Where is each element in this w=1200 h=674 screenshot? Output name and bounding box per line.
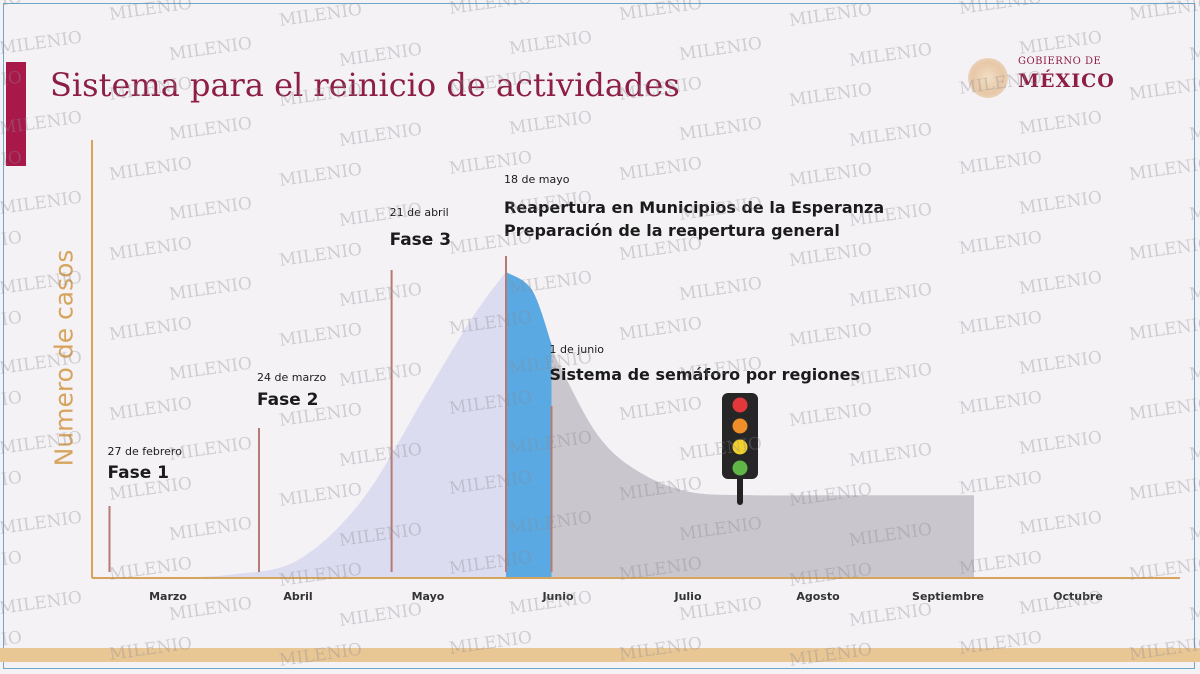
x-tick-label-octubre: Octubre (1053, 590, 1103, 603)
traffic-light-lamp-2 (732, 418, 748, 434)
slide-frame (3, 3, 1195, 669)
milestone-date-2: 24 de marzo (257, 371, 326, 384)
milestone-label-1: Fase 1 (108, 463, 169, 483)
curve-region-3 (551, 344, 974, 578)
curve-region-1 (168, 272, 506, 578)
milestone-date-4: 18 de mayo (504, 173, 570, 186)
x-tick-label-agosto: Agosto (796, 590, 840, 603)
logo-line-2: MÉXICO (1018, 70, 1115, 92)
coat-of-arms-icon (968, 58, 1008, 98)
gobierno-mexico-logo: GOBIERNO DE MÉXICO (968, 52, 1143, 98)
footer-bar (0, 648, 1200, 662)
traffic-light-lamp-4 (732, 460, 748, 476)
milestone-date-1: 27 de febrero (108, 445, 183, 458)
x-tick-label-marzo: Marzo (149, 590, 187, 603)
milestone-label-4: Reapertura en Municipios de la Esperanza (504, 198, 884, 217)
milestone-label-3: Fase 3 (390, 230, 451, 250)
x-tick-label-mayo: Mayo (412, 590, 445, 603)
milestone-label-2: Fase 2 (257, 390, 318, 410)
x-tick-label-junio: Junio (541, 590, 574, 603)
milestone-date-5: 1 de junio (550, 343, 605, 356)
traffic-light-icon (722, 393, 758, 479)
y-axis-label: Numero de casos (49, 249, 79, 467)
slide-title: Sistema para el reinicio de actividades (50, 66, 680, 104)
milestone-date-3: 21 de abril (390, 206, 449, 219)
milestone-label-5: Sistema de semáforo por regiones (550, 365, 861, 384)
traffic-light-lamp-1 (732, 397, 748, 413)
x-tick-label-julio: Julio (673, 590, 701, 603)
logo-line-1: GOBIERNO DE (1018, 56, 1102, 67)
traffic-light-lamp-3 (732, 439, 748, 455)
curve-region-2 (506, 272, 552, 578)
milestone-label2-4: Preparación de la reapertura general (504, 221, 840, 240)
title-accent-bar (6, 62, 26, 166)
x-tick-label-septiembre: Septiembre (912, 590, 984, 603)
x-tick-label-abril: Abril (283, 590, 312, 603)
